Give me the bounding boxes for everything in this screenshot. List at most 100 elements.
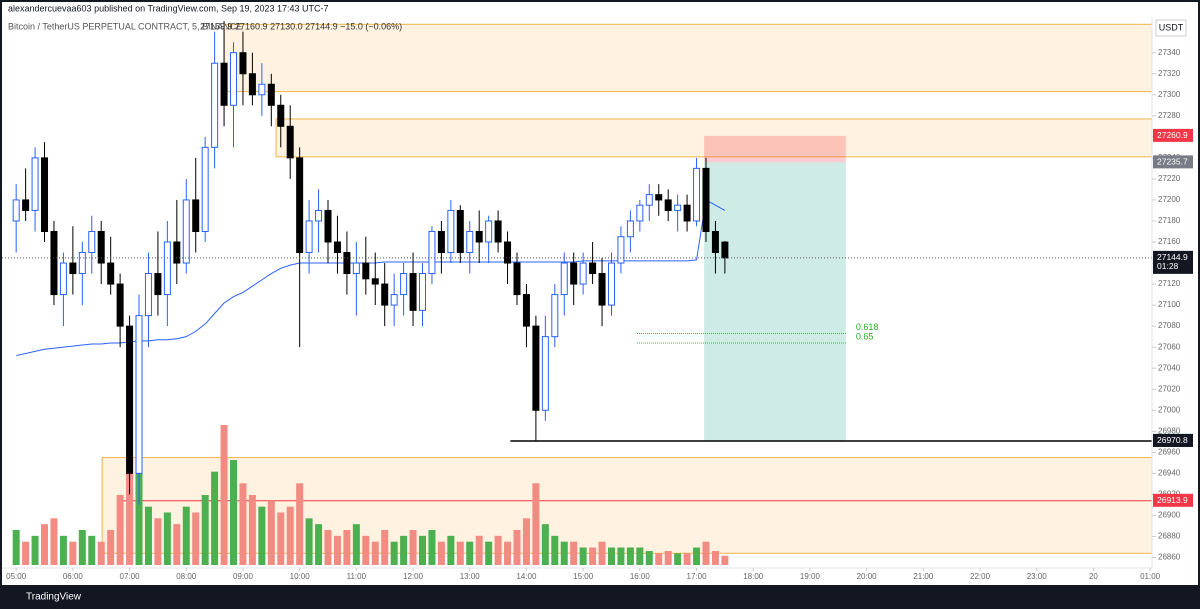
y-tick-label: 27000 — [1158, 405, 1181, 414]
candle-body — [437, 230, 445, 254]
volume-bar — [12, 530, 20, 565]
volume-bar — [683, 553, 691, 565]
candle-body — [126, 325, 134, 474]
volume-bar — [674, 553, 682, 565]
candle-body — [390, 294, 398, 306]
candle-body — [409, 273, 417, 311]
volume-bar — [220, 425, 228, 565]
candle-body — [182, 199, 190, 264]
vwap-line — [16, 199, 726, 357]
candle-body — [475, 230, 483, 243]
y-tick-label: 27040 — [1158, 363, 1181, 372]
candle-body — [154, 273, 162, 296]
volume-bar — [69, 541, 77, 565]
x-tick-label: 15:00 — [573, 572, 594, 581]
volume-bar — [617, 547, 625, 565]
volume-bar — [447, 535, 455, 565]
candle-body — [447, 209, 455, 254]
volume-bar — [721, 555, 729, 565]
candle-body — [532, 325, 540, 411]
volume-bar — [352, 524, 360, 565]
candle-body — [239, 52, 247, 75]
price-tag-label: 26913.9 — [1157, 495, 1188, 505]
candle-body — [31, 157, 39, 211]
volume-bar — [428, 530, 436, 565]
y-tick-label: 26980 — [1158, 426, 1181, 435]
x-tick-label: 16:00 — [630, 572, 651, 581]
candle-body — [607, 262, 615, 306]
candle-body — [296, 157, 304, 254]
volume-bar — [41, 524, 49, 565]
volume-bar — [107, 530, 115, 565]
candle-body — [333, 241, 341, 254]
volume-bar — [286, 506, 294, 565]
price-tag-label: 26970.8 — [1157, 435, 1188, 445]
candle-body — [485, 220, 493, 243]
candle-body — [456, 209, 464, 254]
volume-bar — [532, 483, 540, 565]
candle-body — [560, 262, 568, 296]
countdown: 01:28 — [1157, 261, 1179, 271]
y-tick-label: 27320 — [1158, 69, 1181, 78]
zone — [101, 457, 1153, 554]
price-tag — [1153, 433, 1193, 447]
zone — [223, 23, 1153, 93]
candle-body — [381, 283, 389, 306]
candle-body — [277, 104, 285, 127]
candle-body — [589, 262, 597, 275]
volume-bar — [570, 541, 578, 565]
candle-body — [88, 230, 96, 254]
candle-body — [683, 204, 691, 222]
volume-bar — [655, 553, 663, 565]
volume-bar — [475, 535, 483, 565]
volume-bar — [664, 551, 672, 565]
volume-bar — [711, 551, 719, 565]
candle-body — [617, 236, 625, 264]
candle-body — [362, 262, 370, 280]
volume-bar — [88, 535, 96, 565]
candle-body — [693, 167, 701, 222]
volume-bar — [31, 535, 39, 565]
currency-box — [1155, 19, 1187, 37]
volume-bar — [560, 541, 568, 565]
candle-body — [664, 199, 672, 211]
volume-bar — [343, 530, 351, 565]
candle-body — [230, 52, 238, 106]
candle-body — [428, 230, 436, 275]
volume-bar — [494, 535, 502, 565]
candle-body — [522, 294, 530, 327]
candle-body — [286, 125, 294, 159]
y-tick-label: 26860 — [1158, 553, 1181, 562]
volume-bar — [636, 547, 644, 565]
candle-body — [371, 278, 379, 285]
volume-bar — [513, 530, 521, 565]
volume-bar — [409, 530, 417, 565]
x-tick-label: 11:00 — [347, 572, 367, 581]
candle-body — [258, 83, 266, 96]
volume-bar — [645, 551, 653, 565]
x-tick-label: 05:00 — [6, 572, 27, 581]
volume-bar — [371, 541, 379, 565]
x-tick-label: 19:00 — [800, 572, 821, 581]
volume-bar — [258, 506, 266, 565]
x-tick-label: 13:00 — [460, 572, 481, 581]
candle-body — [107, 262, 115, 285]
candle-body — [579, 262, 587, 285]
y-tick-label: 27220 — [1158, 174, 1181, 183]
candle-body — [173, 241, 181, 264]
y-tick-label: 27060 — [1158, 342, 1181, 351]
brand: TradingView — [26, 592, 82, 603]
volume-bar — [144, 506, 152, 565]
x-tick-label: 18:00 — [743, 572, 764, 581]
volume-bar — [50, 518, 58, 565]
candle-body — [674, 204, 682, 211]
volume-bar — [59, 535, 67, 565]
volume-bar — [333, 535, 341, 565]
volume-bar — [437, 541, 445, 565]
candle-body — [41, 157, 49, 232]
y-tick-label: 27200 — [1158, 195, 1181, 204]
price-tag — [1153, 155, 1193, 169]
candle-body — [69, 262, 77, 275]
